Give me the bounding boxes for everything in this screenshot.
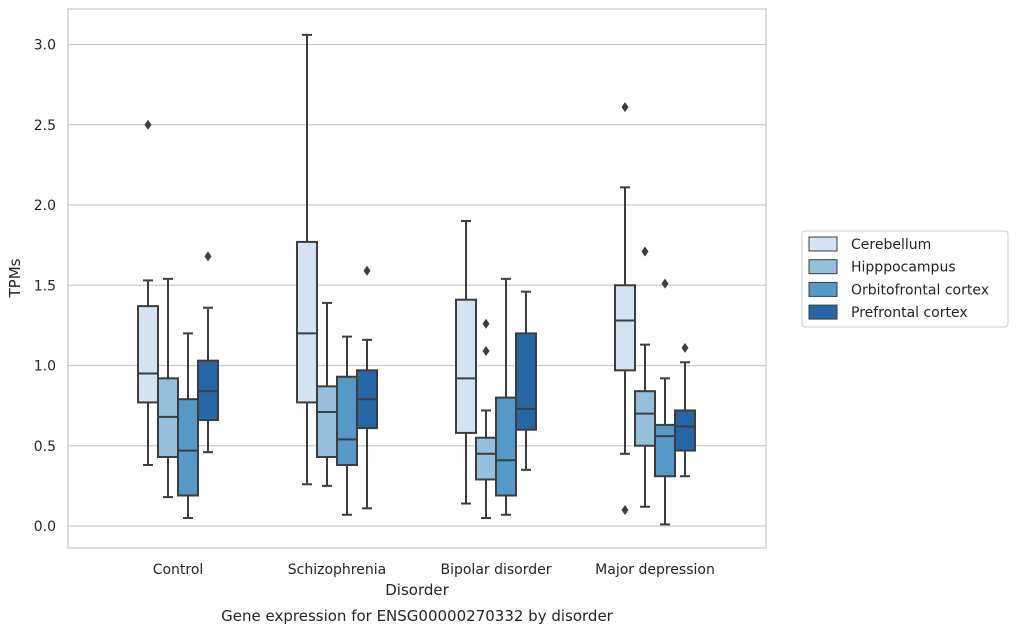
legend-frame bbox=[801, 230, 1009, 328]
y-tick-label: 2.0 bbox=[34, 198, 56, 214]
box bbox=[614, 102, 636, 515]
y-tick-label: 0.5 bbox=[34, 439, 56, 455]
legend-swatch bbox=[808, 281, 838, 297]
x-tick-label: Major depression bbox=[595, 562, 715, 578]
x-tick-label: Bipolar disorder bbox=[440, 562, 551, 578]
legend-label: Prefrontal cortex bbox=[851, 305, 968, 321]
series-orbitofrontal-cortex bbox=[177, 277, 676, 526]
box-iqr bbox=[634, 390, 656, 447]
outlier-point bbox=[661, 278, 669, 289]
box bbox=[515, 290, 537, 471]
x-tick-label: Schizophrenia bbox=[288, 562, 386, 578]
box-iqr bbox=[455, 298, 477, 434]
box bbox=[316, 301, 338, 487]
box bbox=[356, 265, 378, 510]
legend-label: Orbitofrontal cortex bbox=[851, 282, 989, 298]
box-iqr bbox=[137, 305, 159, 404]
box bbox=[634, 246, 656, 508]
box-iqr bbox=[296, 240, 318, 404]
outlier-point bbox=[363, 265, 371, 276]
box-iqr bbox=[475, 436, 497, 481]
figure-caption: Gene expression for ENSG00000270332 by d… bbox=[221, 607, 614, 625]
box-iqr bbox=[515, 332, 537, 431]
y-tick-label: 3.0 bbox=[34, 38, 56, 54]
x-axis-title: Disorder bbox=[385, 581, 449, 599]
x-axis-ticks: Control Schizophrenia Bipolar disorder Majo… bbox=[153, 562, 715, 578]
box bbox=[674, 342, 696, 478]
box-iqr bbox=[614, 284, 636, 372]
box-series bbox=[137, 33, 696, 526]
outlier-point bbox=[621, 102, 629, 113]
legend-swatch bbox=[808, 304, 838, 320]
box bbox=[157, 277, 179, 499]
outlier-point bbox=[681, 342, 689, 353]
box bbox=[455, 220, 477, 505]
legend-label: Cerebellum bbox=[851, 237, 931, 253]
box bbox=[654, 278, 676, 526]
legend: Cerebellum Hipppocampus Orbitofrontal cort… bbox=[801, 230, 1009, 328]
y-tick-label: 2.5 bbox=[34, 118, 56, 134]
plot-area-frame bbox=[67, 8, 767, 549]
box-iqr bbox=[495, 396, 517, 497]
series-hipppocampus bbox=[157, 246, 656, 519]
outlier-point bbox=[641, 246, 649, 257]
y-tick-label: 0.0 bbox=[34, 519, 56, 535]
legend-label: Hipppocampus bbox=[851, 260, 956, 276]
series-cerebellum bbox=[137, 33, 636, 515]
y-tick-label: 1.0 bbox=[34, 359, 56, 375]
outlier-point bbox=[482, 318, 490, 329]
box-iqr bbox=[316, 385, 338, 458]
box bbox=[177, 332, 199, 519]
box bbox=[197, 251, 219, 454]
legend-swatch bbox=[808, 259, 838, 275]
box-iqr bbox=[336, 375, 358, 467]
y-tick-label: 1.5 bbox=[34, 278, 56, 294]
box bbox=[296, 33, 318, 486]
outlier-point bbox=[482, 346, 490, 357]
outlier-point bbox=[144, 119, 152, 130]
box bbox=[495, 277, 517, 516]
outlier-point bbox=[621, 504, 629, 515]
legend-swatch bbox=[808, 236, 838, 252]
series-prefrontal-cortex bbox=[197, 251, 696, 510]
y-axis-ticks: 0.0 0.5 1.0 1.5 2.0 2.5 3.0 bbox=[34, 38, 56, 536]
box-iqr bbox=[674, 409, 696, 452]
y-axis-title: TPMs bbox=[6, 258, 24, 298]
outlier-point bbox=[204, 251, 212, 262]
box-iqr bbox=[654, 423, 676, 478]
x-tick-label: Control bbox=[153, 562, 204, 578]
box bbox=[475, 318, 497, 519]
box bbox=[336, 335, 358, 516]
box-iqr bbox=[177, 398, 199, 497]
box bbox=[137, 119, 159, 467]
